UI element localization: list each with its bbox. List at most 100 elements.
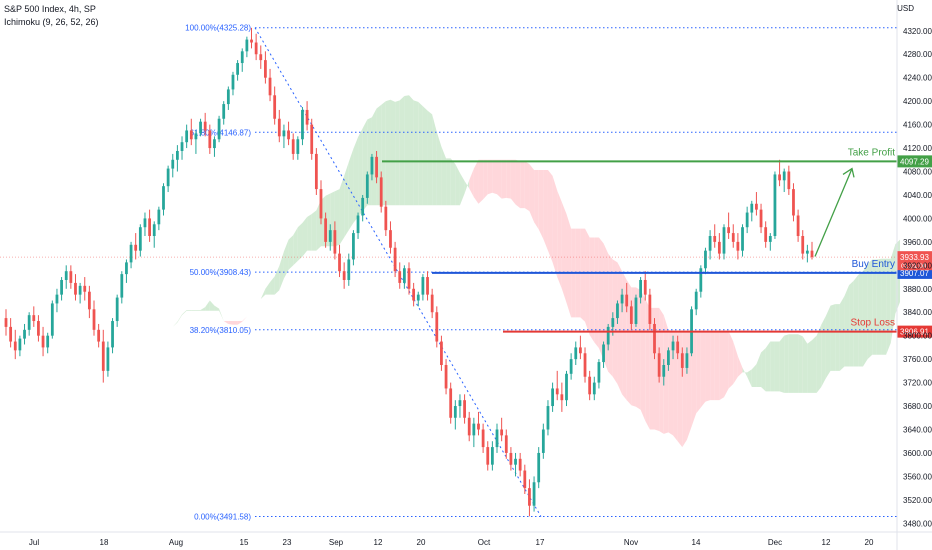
projection-arrow (814, 168, 853, 257)
cloud-segment (395, 100, 400, 206)
cloud-segment (195, 310, 201, 311)
candle-body (532, 482, 536, 506)
cloud-segment (742, 367, 748, 377)
cloud-segment (751, 364, 757, 387)
cloud-segment (483, 159, 488, 200)
cloud-segment (172, 321, 178, 327)
cloud-segment (283, 239, 289, 279)
candle-body (217, 118, 221, 140)
candle-body (523, 470, 527, 489)
candle-body (504, 435, 508, 453)
cloud-segment (256, 299, 261, 308)
cloud-segment (714, 331, 720, 401)
cloud-segment (756, 352, 762, 387)
cloud-segment (853, 274, 859, 367)
candle-body (291, 139, 295, 154)
level-price-text: 4097.29 (900, 157, 929, 166)
cloud-segment (168, 326, 173, 333)
current-price-tag (897, 251, 932, 271)
cloud-segment (288, 235, 294, 270)
cloud-segment (385, 99, 391, 206)
cloud-segment (353, 137, 359, 223)
candle-body (328, 230, 332, 242)
candle-body (801, 236, 805, 254)
candle-body (87, 291, 91, 310)
candle-body (296, 139, 300, 154)
cloud-segment (816, 324, 822, 393)
candle-body (625, 294, 629, 307)
candle-body (453, 406, 457, 418)
candle-body (319, 189, 323, 219)
candle-body (250, 39, 253, 43)
cloud-segment (622, 271, 627, 401)
chart-title: S&P 500 Index, 4h, SP (4, 4, 96, 14)
candle-body (671, 341, 675, 351)
candle-body (704, 250, 707, 269)
y-tick-label: 3720.00 (903, 379, 932, 388)
candle-body (509, 452, 513, 465)
fib-label: 100.00%(4325.28) (185, 24, 251, 33)
candle-body (310, 124, 314, 154)
y-tick-label: 3800.00 (903, 332, 932, 341)
cloud-segment (506, 159, 511, 199)
candle-body (514, 458, 517, 465)
cloud-segment (705, 331, 711, 402)
candle-body (78, 285, 82, 295)
candle-body (713, 236, 717, 242)
level-price-tag (897, 155, 932, 168)
candle-body (352, 233, 355, 260)
cloud-segment (311, 210, 317, 251)
candle-body (97, 329, 101, 342)
candle-body (301, 109, 304, 140)
cloud-segment (232, 321, 238, 325)
cloud-segment (274, 266, 280, 295)
cloud-segment (297, 222, 303, 261)
candle-body (13, 341, 17, 351)
candle-body (254, 42, 258, 55)
x-tick-label: 12 (374, 538, 383, 547)
candle-body (495, 429, 499, 448)
cloud-segment (223, 321, 229, 324)
candle-body (18, 338, 22, 351)
candle-body (398, 271, 402, 283)
candle-body (602, 344, 605, 363)
cloud-segment (404, 95, 409, 206)
candle-body (356, 215, 360, 234)
cloud-segment (830, 304, 836, 371)
cloud-segment (497, 159, 502, 199)
level-price-text: 3907.07 (900, 269, 929, 278)
candle-body (805, 250, 809, 254)
candle-body (157, 209, 161, 225)
cloud-segment (844, 285, 850, 367)
candle-body (92, 309, 96, 330)
cloud-segment (422, 106, 428, 206)
x-tick-label: 17 (536, 538, 545, 547)
cloud-segment (529, 164, 535, 223)
cloud-segment (719, 331, 724, 401)
candle-body (560, 394, 564, 401)
candle-body (768, 236, 772, 242)
cloud-segment (890, 244, 896, 344)
cloud-segment (594, 237, 599, 349)
candle-body (171, 159, 175, 169)
currency-label: USD (897, 4, 914, 13)
trade-levels: Take Profit 4097.29 Buy Entry 3907.07 Stop L… (0, 147, 932, 338)
x-tick-label: 15 (240, 538, 249, 547)
level-price-text: 3806.91 (900, 328, 929, 337)
candle-body (393, 247, 397, 272)
cloud-segment (608, 253, 613, 377)
fib-label: 50.00%(3908.43) (190, 268, 252, 277)
cloud-segment (131, 334, 136, 339)
cloud-segment (265, 282, 271, 295)
cloud-segment (589, 237, 595, 343)
cloud-segment (237, 321, 243, 325)
candle-body (199, 121, 202, 134)
cloud-segment (260, 288, 266, 300)
candles (4, 27, 814, 517)
y-tick-label: 4200.00 (903, 97, 932, 106)
y-tick-label: 3880.00 (903, 285, 932, 294)
candle-body (634, 297, 638, 324)
candle-body (143, 218, 147, 228)
candle-body (583, 353, 587, 377)
